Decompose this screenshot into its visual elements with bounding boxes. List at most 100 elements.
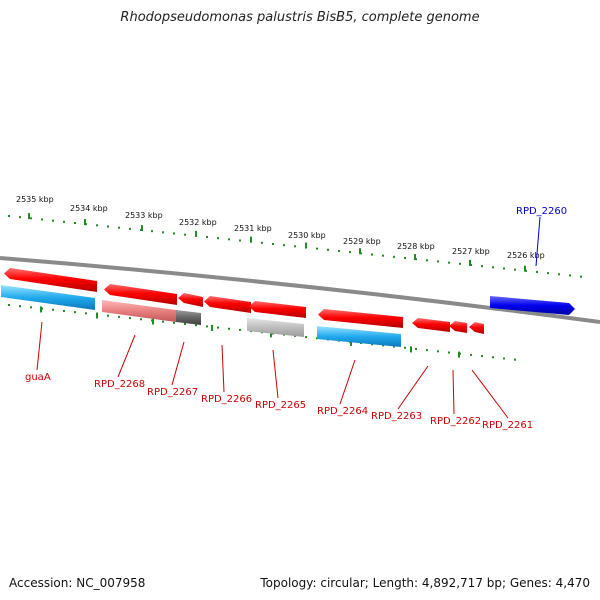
tick-dot: [140, 318, 142, 321]
tick-major: [96, 312, 98, 319]
tick-dot: [63, 220, 65, 223]
tick-major: [414, 254, 416, 261]
gene-label[interactable]: RPD_2267: [147, 387, 198, 398]
tick-dot: [503, 357, 505, 360]
gene-arrow-rpd-2260[interactable]: [490, 296, 575, 315]
kbp-label: 2534 kbp: [70, 204, 108, 213]
gene-arrow-rpd-2266[interactable]: [204, 296, 251, 313]
tick-dot: [481, 355, 483, 358]
tick-dot: [173, 232, 175, 235]
tick-major: [195, 230, 197, 237]
tick-dot: [569, 274, 571, 277]
tick-dot: [129, 317, 131, 320]
tick-major: [359, 248, 361, 255]
tick-dot: [162, 320, 164, 323]
genome-summary-text: Topology: circular; Length: 4,892,717 bp…: [260, 576, 590, 590]
tick-dot: [129, 227, 131, 230]
tick-dot: [107, 225, 109, 228]
tick-dot: [217, 237, 219, 240]
tick-dot: [8, 304, 10, 306]
gene-leader-line: [221, 344, 225, 393]
gene-arrow-rpd-2265[interactable]: [249, 301, 306, 318]
tick-dot: [393, 345, 395, 348]
gene-leader-line: [397, 365, 429, 410]
gene-arrow-guaA[interactable]: [4, 268, 97, 292]
tick-major: [84, 219, 86, 226]
gene-label[interactable]: RPD_2261: [482, 420, 533, 431]
tick-dot: [272, 242, 274, 245]
tick-dot: [481, 265, 483, 268]
gene-label[interactable]: RPD_2268: [94, 379, 145, 390]
kbp-label: 2535 kbp: [16, 195, 54, 204]
gene-label[interactable]: RPD_2260: [516, 206, 567, 217]
gene-arrow-rpd-2261[interactable]: [469, 322, 484, 334]
tick-dot: [558, 273, 560, 276]
tick-dot: [426, 349, 428, 352]
cds-box-rpd-2267[interactable]: [176, 310, 201, 325]
tick-dot: [448, 261, 450, 264]
cds-box-guaA[interactable]: [1, 285, 95, 310]
tick-major: [469, 259, 471, 266]
tick-dot: [393, 255, 395, 258]
tick-dot: [514, 268, 516, 271]
gene-label[interactable]: RPD_2264: [317, 406, 368, 417]
tick-dot: [492, 356, 494, 359]
tick-dot: [404, 346, 406, 349]
kbp-label: 2532 kbp: [179, 218, 217, 227]
tick-dot: [349, 251, 351, 254]
tick-dot: [228, 238, 230, 241]
tick-dot: [514, 358, 516, 361]
tick-dot: [437, 260, 439, 263]
gene-arrow-rpd-2267[interactable]: [178, 293, 203, 307]
gene-arrow-rpd-2264[interactable]: [318, 309, 403, 328]
tick-major: [152, 318, 154, 325]
tick-dot: [184, 323, 186, 326]
tick-dot: [52, 219, 54, 222]
kbp-label: 2530 kbp: [288, 231, 326, 240]
tick-dot: [305, 336, 307, 339]
tick-dot: [459, 262, 461, 265]
tick-dot: [184, 233, 186, 236]
tick-dot: [162, 231, 164, 234]
gene-label[interactable]: RPD_2265: [255, 400, 306, 411]
gene-label[interactable]: guaA: [25, 372, 51, 383]
tick-dot: [283, 244, 285, 247]
gene-label[interactable]: RPD_2262: [430, 416, 481, 427]
tick-dot: [492, 266, 494, 269]
tick-dot: [206, 325, 208, 328]
tick-dot: [74, 311, 76, 314]
gene-label[interactable]: RPD_2263: [371, 411, 422, 422]
tick-dot: [382, 254, 384, 257]
genome-title: Rhodopseudomonas palustris BisB5, comple…: [120, 10, 480, 25]
tick-dot: [261, 241, 263, 244]
tick-dot: [239, 328, 241, 331]
tick-dot: [239, 239, 241, 242]
tick-dot: [547, 272, 549, 275]
tick-dot: [118, 226, 120, 229]
gene-arrow-rpd-2263[interactable]: [412, 318, 450, 332]
gene-leader-line: [471, 369, 509, 419]
tick-dot: [19, 305, 21, 308]
tick-dot: [217, 326, 219, 329]
gene-arrow-rpd-2262[interactable]: [449, 321, 467, 333]
tick-dot: [107, 314, 109, 317]
tick-dot: [294, 245, 296, 248]
gene-leader-line: [339, 359, 356, 405]
tick-dot: [74, 221, 76, 224]
cds-box-rpd-2268[interactable]: [102, 300, 176, 322]
tick-dot: [580, 275, 582, 278]
tick-dot: [415, 347, 417, 350]
kbp-label-layer: 2535 kbp 2534 kbp 2533 kbp 2532 kbp 2531 kbp…: [16, 195, 545, 260]
gene-leader-line: [452, 369, 455, 415]
tick-major: [305, 242, 307, 249]
tick-major: [524, 265, 526, 272]
tick-major: [40, 306, 42, 313]
gene-leader-line: [171, 341, 185, 386]
gene-arrow-rpd-2268[interactable]: [104, 284, 177, 305]
cds-box-rpd-2265[interactable]: [247, 318, 304, 337]
cds-box-rpd-2264[interactable]: [317, 326, 401, 347]
gene-label[interactable]: RPD_2266: [201, 394, 252, 405]
tick-dot: [316, 247, 318, 250]
